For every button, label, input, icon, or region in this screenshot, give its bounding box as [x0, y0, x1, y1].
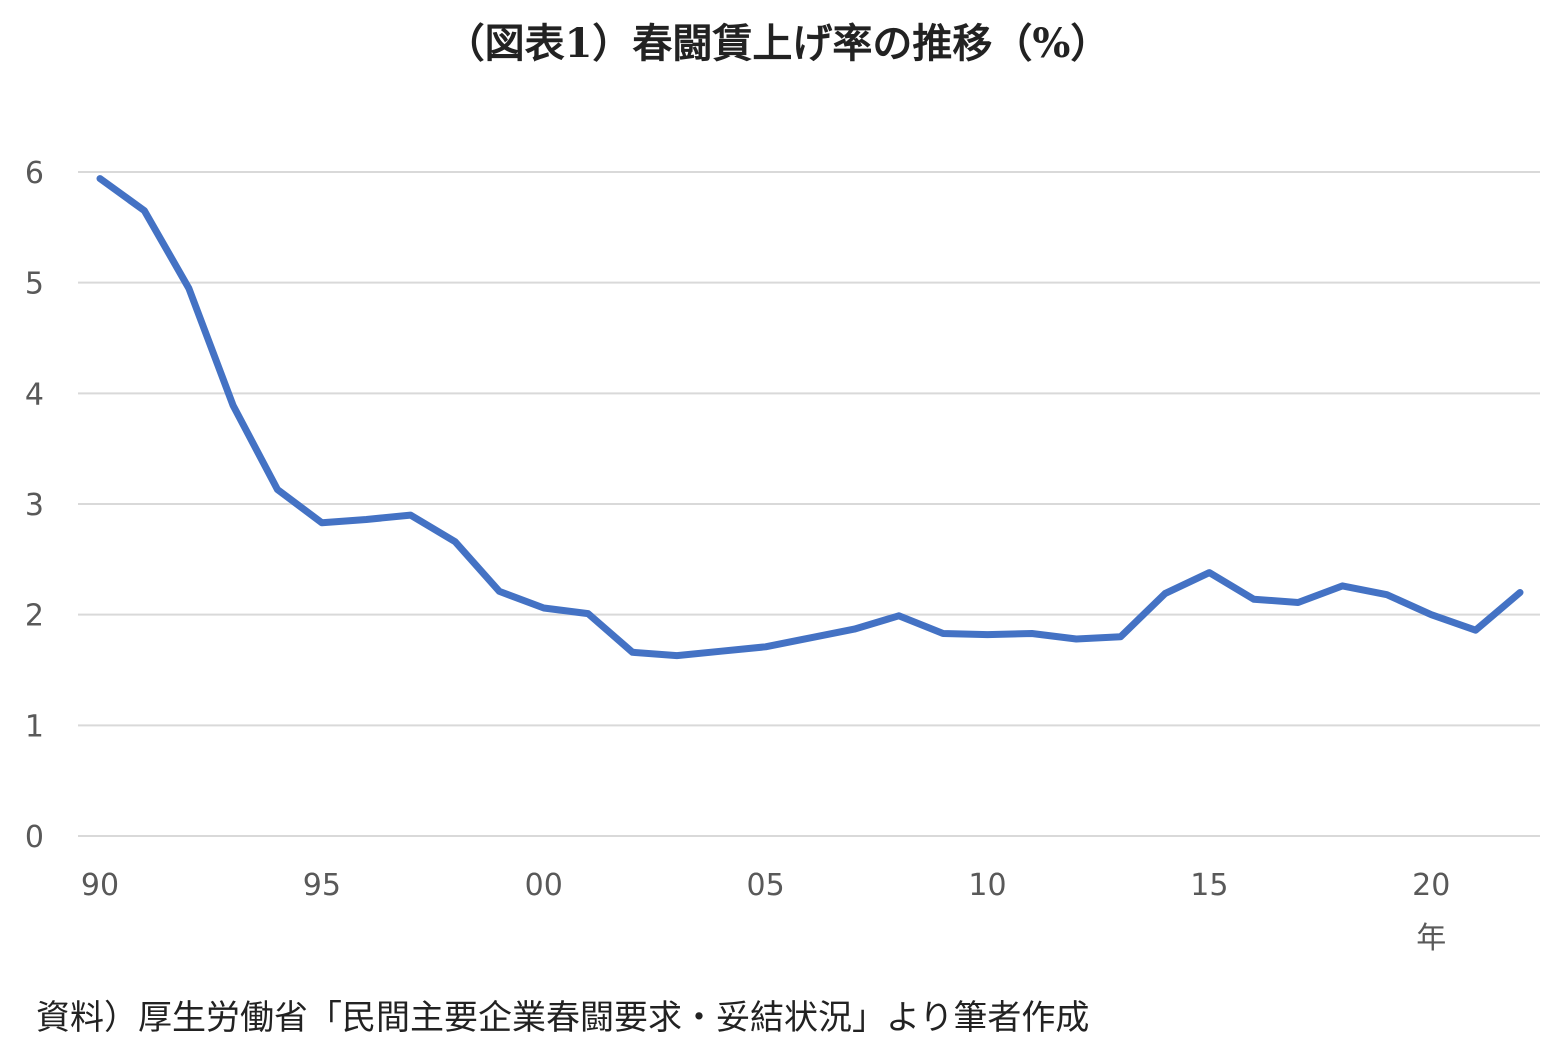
- data-point: [674, 653, 680, 659]
- data-point: [1295, 599, 1301, 605]
- source-note: 資料）厚生労働省「民間主要企業春闘要求・妥結状況」より筆者作成: [36, 998, 1090, 1038]
- data-point: [230, 403, 236, 409]
- x-axis-tick-labels: 90 95 00 05 10 15 20: [81, 868, 1450, 903]
- line-chart: 0 1 2 3 4 5 6 90 95 00 05 10 15 20 年: [25, 156, 1540, 956]
- y-tick-label: 1: [25, 709, 44, 744]
- data-point: [585, 611, 591, 617]
- data-point: [718, 648, 724, 654]
- data-point: [275, 487, 281, 493]
- y-axis-tick-labels: 0 1 2 3 4 5 6: [25, 156, 44, 855]
- grid-lines: [78, 171, 1540, 837]
- data-point: [452, 539, 458, 545]
- x-tick-label: 95: [303, 868, 341, 903]
- data-point: [896, 613, 902, 619]
- data-point: [1384, 592, 1390, 598]
- x-tick-label: 20: [1412, 868, 1450, 903]
- data-point: [1340, 583, 1346, 589]
- y-tick-label: 5: [25, 267, 44, 302]
- y-tick-label: 4: [25, 377, 44, 412]
- data-point: [940, 630, 946, 636]
- data-point: [97, 176, 103, 182]
- data-point: [630, 649, 636, 655]
- data-point: [985, 632, 991, 638]
- series-line-0: [96, 175, 1524, 660]
- chart-title: （図表1）春闘賃上げ率の推移（%）: [444, 20, 1111, 67]
- y-tick-label: 0: [25, 820, 44, 855]
- series-layer: [96, 175, 1524, 660]
- x-tick-label: 05: [747, 868, 785, 903]
- x-axis-label: 年: [1416, 921, 1446, 956]
- data-point: [1251, 596, 1257, 602]
- data-point: [851, 626, 857, 632]
- data-point: [1517, 590, 1523, 596]
- data-point: [1162, 591, 1168, 597]
- data-point: [1118, 634, 1124, 640]
- x-tick-label: 15: [1190, 868, 1228, 903]
- data-point: [1206, 570, 1212, 576]
- y-tick-label: 3: [25, 488, 44, 523]
- data-point: [1473, 627, 1479, 633]
- x-tick-label: 00: [525, 868, 563, 903]
- data-point: [1428, 612, 1434, 618]
- data-point: [363, 516, 369, 522]
- data-point: [408, 512, 414, 518]
- x-tick-label: 90: [81, 868, 119, 903]
- x-tick-label: 10: [968, 868, 1006, 903]
- data-point: [1073, 636, 1079, 642]
- y-tick-label: 2: [25, 599, 44, 634]
- data-point: [807, 635, 813, 641]
- data-point: [186, 285, 192, 291]
- data-point: [1029, 630, 1035, 636]
- y-tick-label: 6: [25, 156, 44, 191]
- data-point: [541, 605, 547, 611]
- data-point: [319, 520, 325, 526]
- data-point: [496, 588, 502, 594]
- data-point: [141, 208, 147, 214]
- data-point: [763, 644, 769, 650]
